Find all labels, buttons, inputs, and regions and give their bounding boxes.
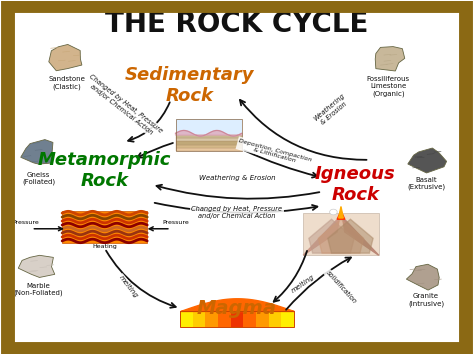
FancyBboxPatch shape: [175, 141, 242, 144]
Text: Deposition, Compaction
& Lithification: Deposition, Compaction & Lithification: [237, 138, 313, 168]
Text: Sandstone
(Clastic): Sandstone (Clastic): [48, 76, 85, 90]
FancyBboxPatch shape: [175, 119, 242, 135]
Text: Marble
(Non-Foliated): Marble (Non-Foliated): [14, 283, 64, 296]
Text: Metamorphic
Rock: Metamorphic Rock: [38, 151, 172, 190]
FancyBboxPatch shape: [180, 311, 193, 327]
FancyBboxPatch shape: [243, 311, 256, 327]
Text: melting: melting: [118, 275, 139, 300]
Text: Pressure: Pressure: [12, 220, 39, 225]
FancyBboxPatch shape: [193, 311, 206, 327]
Text: Weathering
& Erosion: Weathering & Erosion: [312, 93, 351, 128]
FancyBboxPatch shape: [175, 144, 242, 148]
Text: Changed by Heat, Pressure
and/or Chemical Action: Changed by Heat, Pressure and/or Chemica…: [83, 73, 164, 140]
Polygon shape: [408, 148, 447, 173]
FancyBboxPatch shape: [231, 311, 243, 327]
Text: Granite
(Intrusive): Granite (Intrusive): [408, 294, 444, 307]
Text: Basalt
(Extrusive): Basalt (Extrusive): [407, 177, 445, 190]
Polygon shape: [328, 219, 373, 253]
FancyBboxPatch shape: [175, 138, 242, 141]
Polygon shape: [21, 140, 53, 164]
Polygon shape: [49, 44, 82, 71]
FancyBboxPatch shape: [268, 311, 281, 327]
Circle shape: [329, 209, 337, 215]
Polygon shape: [303, 217, 339, 255]
FancyBboxPatch shape: [206, 311, 218, 327]
FancyBboxPatch shape: [175, 135, 242, 138]
Text: Gneiss
(Foliated): Gneiss (Foliated): [22, 172, 55, 185]
Text: Pressure: Pressure: [162, 220, 189, 225]
Polygon shape: [175, 131, 242, 136]
FancyBboxPatch shape: [218, 311, 231, 327]
FancyBboxPatch shape: [62, 211, 147, 243]
Text: Changed by Heat, Pressure
and/or Chemical Action: Changed by Heat, Pressure and/or Chemica…: [191, 206, 283, 219]
Polygon shape: [339, 207, 343, 218]
Text: solidification: solidification: [325, 269, 357, 305]
FancyBboxPatch shape: [281, 311, 294, 327]
Text: melting: melting: [291, 273, 316, 294]
Polygon shape: [18, 255, 55, 278]
Polygon shape: [375, 47, 405, 71]
Text: Igneous
Rock: Igneous Rock: [315, 165, 395, 204]
Text: Heating: Heating: [92, 244, 117, 249]
Text: THE ROCK CYCLE: THE ROCK CYCLE: [105, 10, 369, 38]
Polygon shape: [318, 219, 364, 253]
Polygon shape: [337, 211, 345, 219]
Polygon shape: [406, 264, 439, 290]
Text: Magma: Magma: [197, 299, 277, 318]
Polygon shape: [309, 219, 354, 253]
Text: Sedimentary
Rock: Sedimentary Rock: [125, 66, 255, 105]
Polygon shape: [343, 217, 379, 255]
FancyBboxPatch shape: [303, 213, 379, 255]
FancyBboxPatch shape: [175, 148, 242, 151]
FancyBboxPatch shape: [256, 311, 268, 327]
Text: Fossiliferous
Limestone
(Organic): Fossiliferous Limestone (Organic): [367, 76, 410, 97]
Text: Weathering & Erosion: Weathering & Erosion: [199, 174, 275, 181]
